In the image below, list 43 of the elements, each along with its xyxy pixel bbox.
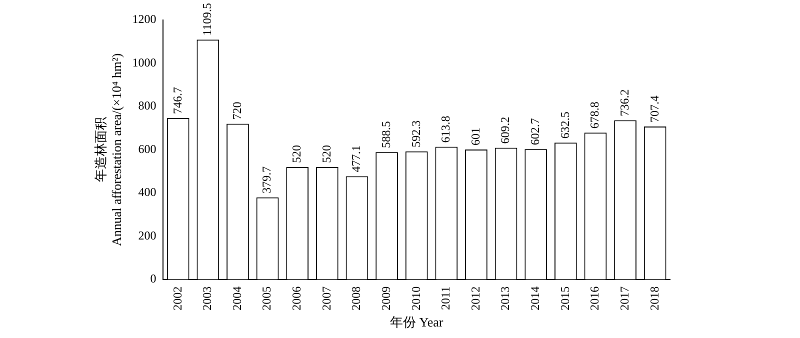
x-axis-title: 年份 Year [390, 314, 444, 330]
data-label: 720 [230, 102, 244, 120]
x-tick-label: 2012 [468, 286, 482, 310]
y-tick-label: 0 [150, 272, 156, 286]
data-label: 592.3 [408, 120, 423, 148]
x-tick-label: 2013 [498, 286, 512, 310]
data-label: 746.7 [170, 86, 184, 114]
data-label: 520 [319, 144, 334, 163]
x-tick-label: 2007 [319, 286, 334, 310]
x-tick-label: 2016 [588, 286, 602, 310]
data-label: 707.4 [647, 95, 662, 122]
y-tick-label: 400 [138, 185, 156, 200]
y-tick-label: 1000 [132, 55, 156, 70]
data-label: 601 [468, 127, 482, 146]
data-label: 632.5 [558, 112, 572, 139]
x-tick-label: 2017 [617, 286, 632, 310]
data-label: 477.1 [349, 145, 364, 172]
data-label: 736.2 [617, 89, 632, 116]
data-label: 613.8 [438, 116, 453, 143]
x-tick-label: 2010 [408, 286, 423, 310]
data-label: 379.7 [260, 166, 274, 194]
y-tick-label: 200 [138, 228, 156, 242]
x-tick-label: 2009 [378, 286, 393, 310]
data-label: 1109.5 [200, 3, 214, 36]
x-tick-label: 2006 [290, 286, 304, 310]
x-tick-label: 2011 [438, 286, 453, 310]
x-tick-label: 2002 [170, 286, 184, 310]
data-label: 588.5 [378, 121, 393, 148]
data-label: 678.8 [588, 102, 602, 129]
x-tick-label: 2008 [349, 286, 364, 310]
x-tick-label: 2015 [558, 286, 572, 310]
y-axis-title: 年造林面积 Annual afforestation area/(×10⁴ hm²) [93, 53, 124, 246]
x-tick-label: 2003 [200, 286, 214, 310]
data-label: 520 [290, 144, 304, 163]
x-tick-label: 2018 [647, 286, 662, 310]
y-tick-label: 1200 [132, 12, 156, 26]
data-label: 602.7 [528, 118, 542, 146]
x-tick-label: 2004 [230, 286, 244, 310]
data-label: 609.2 [498, 116, 512, 144]
x-tick-label: 2005 [260, 286, 274, 310]
y-tick-label: 800 [138, 98, 156, 113]
x-tick-label: 2014 [528, 286, 542, 310]
y-tick-label: 600 [138, 142, 156, 156]
